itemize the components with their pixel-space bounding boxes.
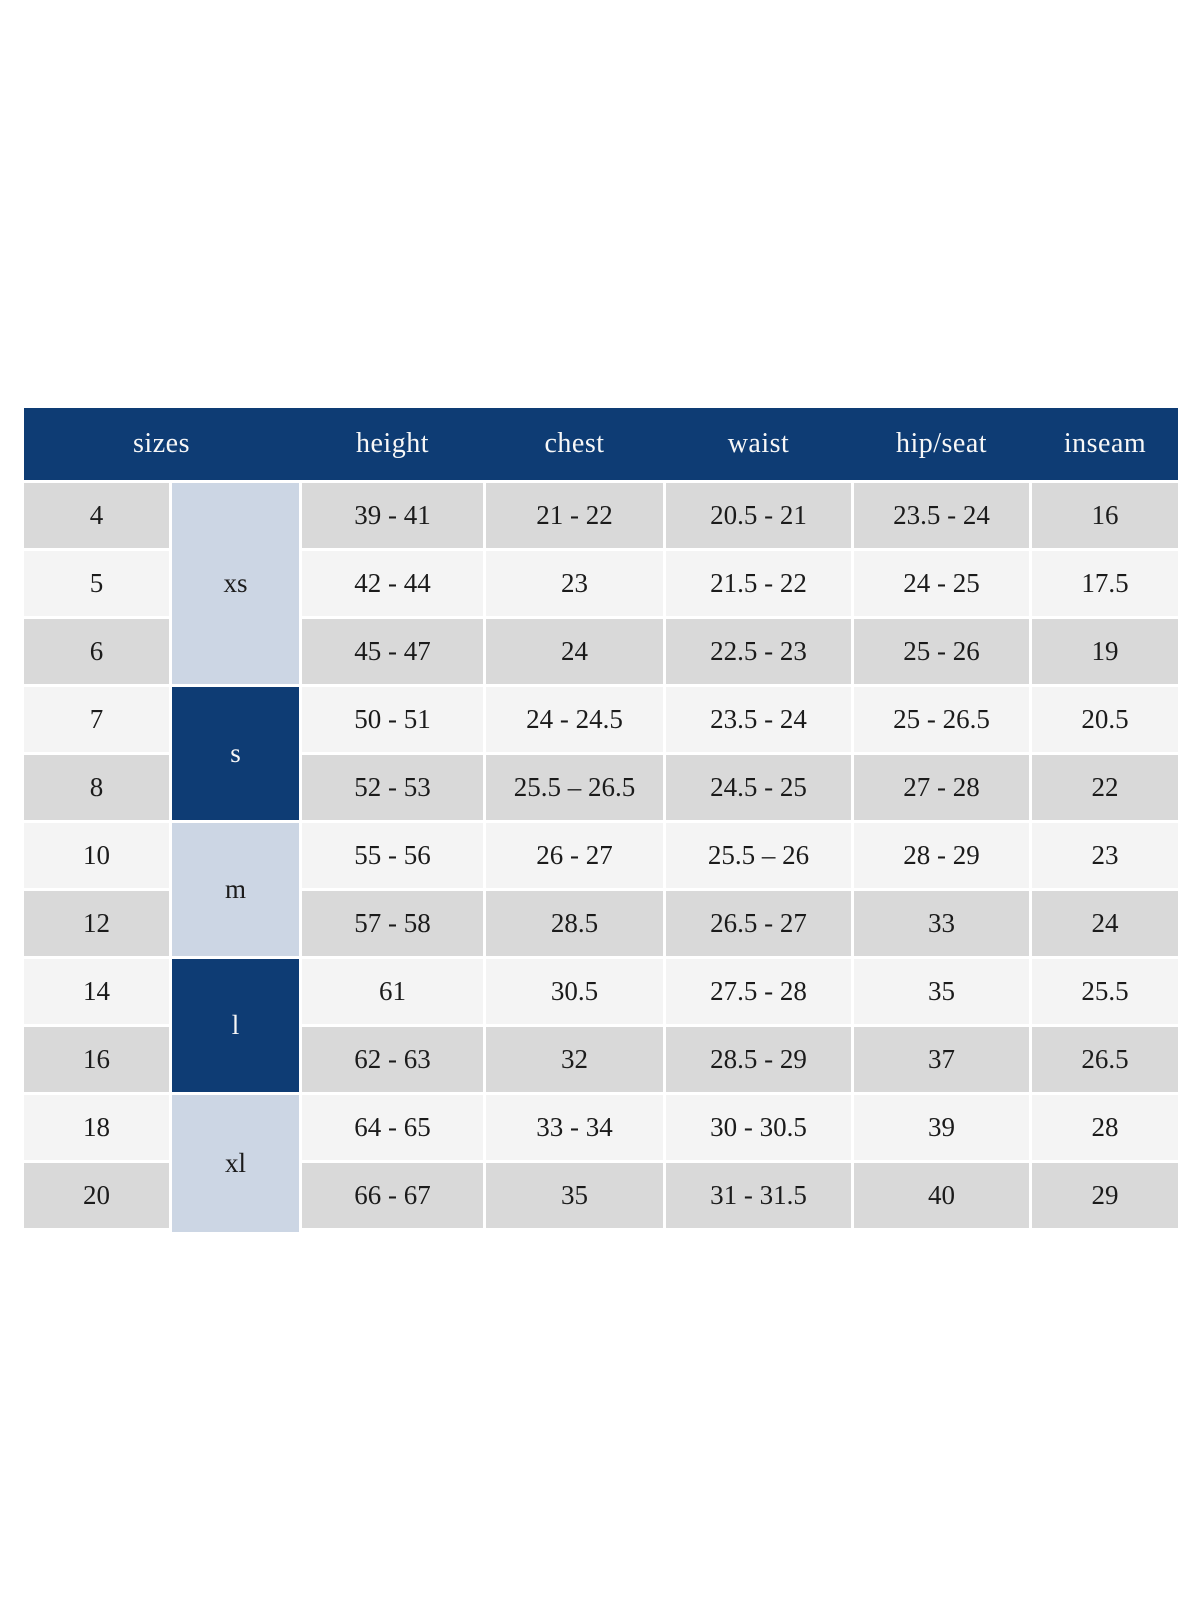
size-number-cell: 16 (24, 1027, 169, 1092)
size-group-cell-l: l (172, 959, 299, 1092)
measurement-cell: 55 - 56 (302, 823, 483, 888)
header-inseam: inseam (1063, 428, 1147, 459)
size-number-cell: 6 (24, 619, 169, 684)
size-number-cell: 10 (24, 823, 169, 888)
measurement-cell: 24 - 25 (854, 551, 1029, 616)
measurement-cell: 25 - 26 (854, 619, 1029, 684)
measurement-cell: 26.5 - 27 (666, 891, 851, 956)
measurement-cell: 40 (854, 1163, 1029, 1228)
measurement-cell: 21 - 22 (486, 483, 663, 548)
size-number-cell: 14 (24, 959, 169, 1024)
measurement-cell: 16 (1032, 483, 1178, 548)
size-group-cell-s: s (172, 687, 299, 820)
size-number-cell: 18 (24, 1095, 169, 1160)
measurement-cell: 28 - 29 (854, 823, 1029, 888)
measurement-cell: 25 - 26.5 (854, 687, 1029, 752)
table-header-row: sizes height chest waist hip/seat inseam (24, 408, 1178, 480)
measurement-cell: 57 - 58 (302, 891, 483, 956)
measurement-cell: 27.5 - 28 (666, 959, 851, 1024)
size-chart-table: sizes height chest waist hip/seat inseam… (24, 408, 1178, 1232)
header-height: height (356, 428, 429, 459)
measurement-cell: 19 (1032, 619, 1178, 684)
measurement-cell: 37 (854, 1027, 1029, 1092)
size-number-cell: 4 (24, 483, 169, 548)
measurement-cell: 20.5 (1032, 687, 1178, 752)
measurement-cell: 25.5 (1032, 959, 1178, 1024)
measurement-cell: 64 - 65 (302, 1095, 483, 1160)
measurement-cell: 17.5 (1032, 551, 1178, 616)
measurement-cell: 23 (486, 551, 663, 616)
size-number-cell: 8 (24, 755, 169, 820)
measurement-cell: 35 (486, 1163, 663, 1228)
size-number-cell: 7 (24, 687, 169, 752)
measurement-cell: 30.5 (486, 959, 663, 1024)
size-group-cell-m: m (172, 823, 299, 956)
size-group-cell-xl: xl (172, 1095, 299, 1232)
measurement-cell: 27 - 28 (854, 755, 1029, 820)
measurement-cell: 21.5 - 22 (666, 551, 851, 616)
measurement-cell: 52 - 53 (302, 755, 483, 820)
measurement-cell: 35 (854, 959, 1029, 1024)
size-group-cell-xs: xs (172, 483, 299, 684)
measurement-cell: 28 (1032, 1095, 1178, 1160)
size-number-cell: 5 (24, 551, 169, 616)
header-hip-seat: hip/seat (895, 428, 988, 459)
measurement-cell: 42 - 44 (302, 551, 483, 616)
measurement-cell: 24.5 - 25 (666, 755, 851, 820)
measurement-cell: 33 - 34 (486, 1095, 663, 1160)
measurement-cell: 29 (1032, 1163, 1178, 1228)
measurement-cell: 23.5 - 24 (854, 483, 1029, 548)
size-number-cell: 20 (24, 1163, 169, 1228)
size-number-cell: 12 (24, 891, 169, 956)
header-chest: chest (544, 428, 605, 459)
measurement-cell: 23.5 - 24 (666, 687, 851, 752)
measurement-cell: 66 - 67 (302, 1163, 483, 1228)
measurement-cell: 30 - 30.5 (666, 1095, 851, 1160)
measurement-cell: 24 (486, 619, 663, 684)
measurement-cell: 28.5 - 29 (666, 1027, 851, 1092)
header-sizes: sizes (133, 428, 190, 459)
measurement-cell: 24 - 24.5 (486, 687, 663, 752)
header-waist: waist (727, 428, 790, 459)
measurement-cell: 26.5 (1032, 1027, 1178, 1092)
measurement-cell: 32 (486, 1027, 663, 1092)
measurement-cell: 23 (1032, 823, 1178, 888)
measurement-cell: 33 (854, 891, 1029, 956)
measurement-cell: 22 (1032, 755, 1178, 820)
measurement-cell: 50 - 51 (302, 687, 483, 752)
measurement-cell: 31 - 31.5 (666, 1163, 851, 1228)
measurement-cell: 22.5 - 23 (666, 619, 851, 684)
measurement-cell: 20.5 - 21 (666, 483, 851, 548)
measurement-cell: 25.5 – 26.5 (486, 755, 663, 820)
measurement-cell: 28.5 (486, 891, 663, 956)
measurement-cell: 62 - 63 (302, 1027, 483, 1092)
measurement-cell: 26 - 27 (486, 823, 663, 888)
measurement-cell: 24 (1032, 891, 1178, 956)
measurement-cell: 45 - 47 (302, 619, 483, 684)
measurement-cell: 25.5 – 26 (666, 823, 851, 888)
table-body: xs s m l xl 4 39 - 41 21 - 22 20.5 - 21 23.5 - 24… (24, 483, 1178, 1232)
measurement-cell: 39 - 41 (302, 483, 483, 548)
measurement-cell: 61 (302, 959, 483, 1024)
measurement-cell: 39 (854, 1095, 1029, 1160)
